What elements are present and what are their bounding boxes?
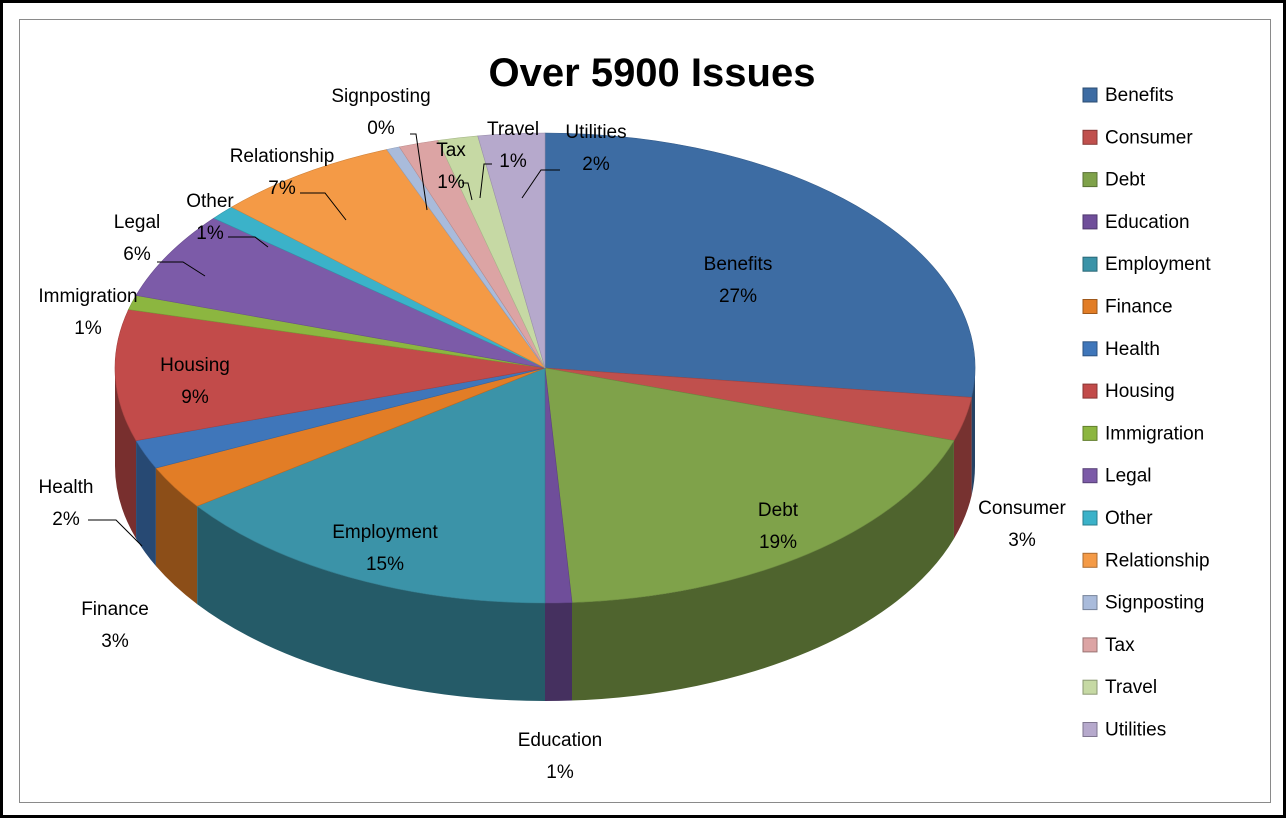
legend-label-other: Other bbox=[1105, 508, 1153, 529]
legend-swatch-education bbox=[1082, 214, 1098, 230]
slice-label-consumer: Consumer bbox=[978, 498, 1066, 519]
legend-label-legal: Legal bbox=[1105, 466, 1152, 487]
slice-label-health: Health bbox=[39, 477, 94, 498]
slice-side-housing bbox=[115, 368, 137, 539]
legend-label-health: Health bbox=[1105, 339, 1160, 360]
slice-percent-finance: 3% bbox=[101, 631, 129, 652]
legend-swatch-utilities bbox=[1082, 722, 1098, 737]
legend-swatch-signposting bbox=[1082, 595, 1098, 611]
slice-percent-signposting: 0% bbox=[367, 118, 395, 139]
slice-employment bbox=[196, 367, 546, 604]
legend-swatch-travel bbox=[1082, 679, 1098, 695]
slice-relationship bbox=[230, 149, 546, 369]
leader-line-health bbox=[88, 519, 143, 547]
leader-line-tax bbox=[462, 182, 473, 201]
slice-percent-other: 1% bbox=[196, 223, 224, 244]
legend-label-employment: Employment bbox=[1105, 254, 1211, 275]
chart-title: Over 5900 Issues bbox=[489, 51, 816, 95]
legend-swatch-finance bbox=[1082, 299, 1098, 314]
slice-percent-legal: 6% bbox=[123, 244, 151, 265]
slice-label-relationship: Relationship bbox=[230, 146, 335, 167]
leader-line-signposting bbox=[410, 133, 428, 211]
legend-label-relationship: Relationship bbox=[1105, 550, 1210, 571]
legend-label-consumer: Consumer bbox=[1105, 127, 1193, 148]
slice-label-education: Education bbox=[518, 730, 603, 751]
pie-tops bbox=[114, 132, 976, 604]
slice-legal bbox=[135, 217, 546, 369]
legend-swatch-tax bbox=[1082, 637, 1098, 653]
legend-swatch-consumer bbox=[1082, 129, 1098, 145]
legend-swatch-housing bbox=[1082, 383, 1098, 399]
slice-percent-travel: 1% bbox=[499, 151, 527, 172]
slice-label-legal: Legal bbox=[114, 212, 161, 233]
slice-label-benefits: Benefits bbox=[704, 254, 773, 275]
leader-line-legal bbox=[157, 261, 206, 277]
slice-percent-employment: 15% bbox=[366, 554, 404, 575]
slice-utilities bbox=[477, 132, 546, 369]
slice-percent-immigration: 1% bbox=[74, 318, 102, 339]
legend-swatch-debt bbox=[1082, 172, 1098, 188]
legend-swatch-employment bbox=[1082, 256, 1098, 272]
legend-label-finance: Finance bbox=[1105, 297, 1173, 318]
slice-percent-utilities: 2% bbox=[582, 154, 610, 175]
legend-label-utilities: Utilities bbox=[1105, 720, 1166, 741]
slice-label-signposting: Signposting bbox=[331, 86, 430, 107]
legend-swatch-immigration bbox=[1082, 425, 1098, 441]
slice-side-finance bbox=[155, 468, 198, 605]
slice-percent-consumer: 3% bbox=[1008, 530, 1036, 551]
slice-side-benefits bbox=[971, 368, 975, 496]
slice-labels: Benefits 27% Consumer 3% Debt 19% Education 1% E… bbox=[38, 86, 1066, 783]
slice-label-travel: Travel bbox=[487, 119, 539, 140]
slice-side-health bbox=[136, 440, 156, 567]
legend-swatch-other bbox=[1082, 510, 1098, 526]
slice-percent-debt: 19% bbox=[759, 532, 797, 553]
slice-housing bbox=[114, 309, 546, 441]
slice-percent-relationship: 7% bbox=[268, 178, 296, 199]
leader-line-relationship bbox=[300, 192, 347, 221]
slice-percent-tax: 1% bbox=[437, 172, 465, 193]
slice-label-employment: Employment bbox=[332, 522, 438, 543]
legend-swatch-health bbox=[1082, 341, 1098, 357]
slice-label-tax: Tax bbox=[436, 140, 466, 161]
legend-label-travel: Travel bbox=[1105, 677, 1157, 698]
legend-label-debt: Debt bbox=[1105, 170, 1146, 191]
slice-label-other: Other bbox=[186, 191, 234, 212]
legend-label-tax: Tax bbox=[1105, 635, 1135, 656]
leader-line-other bbox=[228, 236, 269, 248]
legend-label-immigration: Immigration bbox=[1105, 423, 1204, 444]
legend-swatch-benefits bbox=[1082, 87, 1098, 103]
slice-percent-housing: 9% bbox=[181, 387, 209, 408]
legend: Benefits Consumer Debt Education Employment F… bbox=[1082, 85, 1211, 741]
slice-benefits bbox=[544, 132, 976, 398]
leader-line-travel bbox=[479, 163, 492, 199]
slice-percent-health: 2% bbox=[52, 509, 80, 530]
legend-swatch-relationship bbox=[1082, 552, 1098, 568]
slice-label-immigration: Immigration bbox=[38, 286, 137, 307]
legend-swatch-legal bbox=[1082, 468, 1098, 484]
legend-label-housing: Housing bbox=[1105, 381, 1175, 402]
slice-debt bbox=[544, 367, 955, 603]
legend-label-benefits: Benefits bbox=[1105, 85, 1174, 106]
slice-label-housing: Housing bbox=[160, 355, 230, 376]
legend-label-signposting: Signposting bbox=[1105, 593, 1204, 614]
slice-label-utilities: Utilities bbox=[565, 122, 626, 143]
slice-label-debt: Debt bbox=[758, 500, 799, 521]
slice-percent-education: 1% bbox=[546, 762, 574, 783]
slice-side-education bbox=[545, 602, 572, 701]
slice-label-finance: Finance bbox=[81, 599, 149, 620]
leader-line-utilities bbox=[521, 169, 560, 199]
slice-percent-benefits: 27% bbox=[719, 286, 757, 307]
legend-label-education: Education bbox=[1105, 212, 1190, 233]
